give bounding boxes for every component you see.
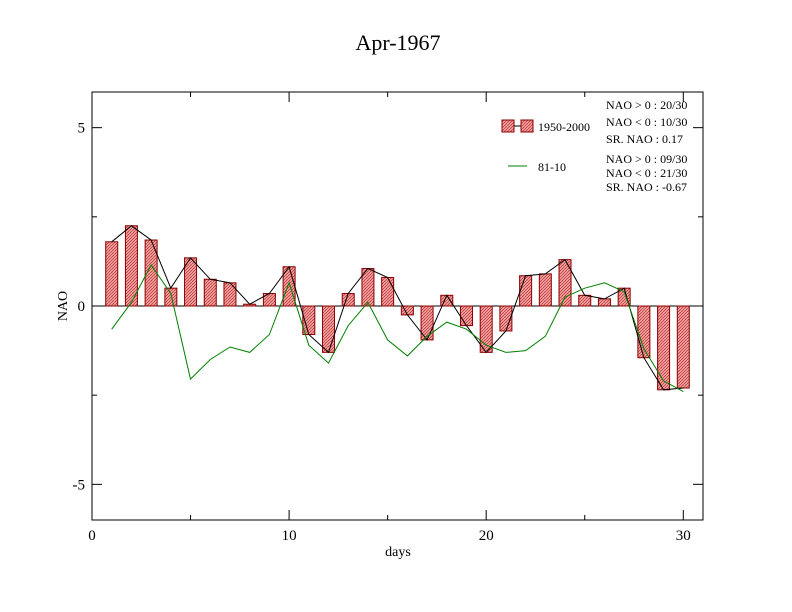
bar-day-6	[203, 278, 217, 307]
bar-day-22	[519, 275, 533, 307]
line-1950-2000	[111, 225, 684, 391]
series-lines	[111, 225, 684, 393]
bar-day-29	[657, 305, 671, 391]
stat-line: SR. NAO : -0.67	[606, 180, 687, 194]
y-tick-label: 0	[78, 299, 86, 315]
x-tick-label: 30	[676, 528, 691, 544]
y-axis-label: NAO	[56, 291, 71, 321]
bar-day-25	[578, 294, 592, 307]
y-tick-label: -5	[73, 477, 86, 493]
bar-day-7	[223, 282, 237, 307]
stat-line: SR. NAO : 0.17	[606, 132, 683, 146]
bar-day-1	[105, 241, 119, 307]
bar-day-26	[597, 298, 611, 307]
bar-day-13	[341, 293, 355, 307]
stat-line: NAO < 0 : 21/30	[606, 166, 687, 180]
stat-line: NAO > 0 : 20/30	[606, 98, 687, 112]
x-axis-label: days	[385, 545, 411, 560]
legend-label-81-10: 81-10	[538, 160, 566, 174]
bar-day-19	[459, 305, 473, 327]
legend-swatch-1950-2000-right	[520, 119, 534, 133]
x-tick-label: 0	[88, 528, 96, 544]
stat-line: NAO < 0 : 10/30	[606, 115, 687, 129]
x-tick-label: 20	[479, 528, 494, 544]
bar-day-23	[538, 273, 552, 307]
stat-line: NAO > 0 : 09/30	[606, 152, 687, 166]
chart-title: Apr-1967	[355, 30, 440, 55]
legend-swatch-1950-2000-left	[501, 119, 515, 133]
bar-day-12	[322, 305, 336, 353]
bars-1950-2000	[105, 225, 690, 391]
x-tick-label: 10	[282, 528, 297, 544]
legend: 1950-2000 81-10 NAO > 0 : 20/30 NAO < 0 : 1…	[501, 98, 687, 194]
bar-day-4	[164, 287, 178, 307]
y-tick-label: 5	[78, 121, 86, 137]
line-81-10	[111, 264, 684, 393]
bar-day-30	[676, 305, 690, 389]
bar-day-15	[381, 276, 395, 307]
legend-label-1950-2000: 1950-2000	[538, 120, 590, 134]
bar-day-28	[637, 305, 651, 359]
